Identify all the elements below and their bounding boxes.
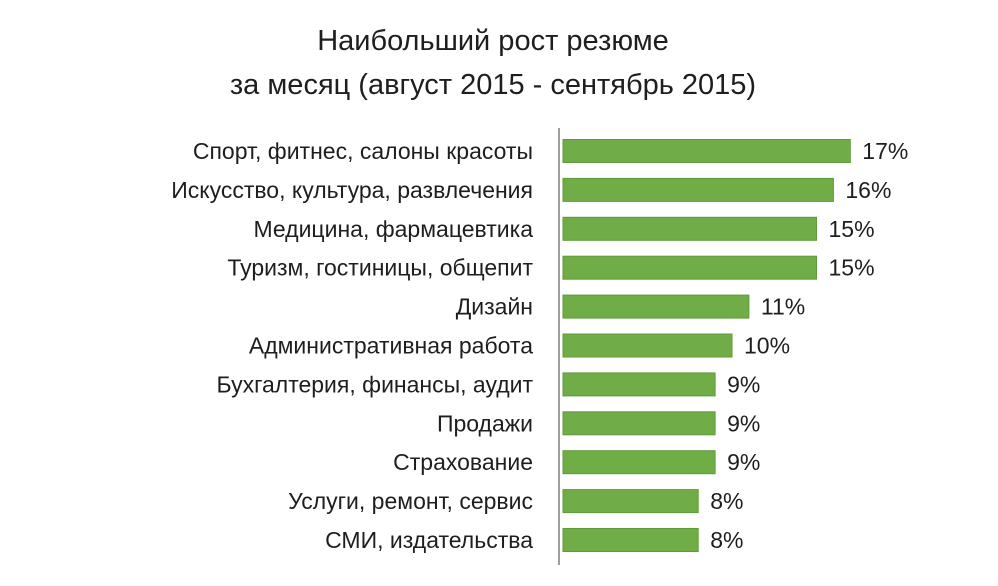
category-label: Туризм, гостиницы, общепит [227, 255, 533, 281]
value-label: 9% [727, 410, 760, 436]
category-label: Бухгалтерия, финансы, аудит [217, 371, 534, 397]
bar [562, 139, 851, 163]
value-label: 15% [829, 216, 875, 242]
category-label: Спорт, фитнес, салоны красоты [193, 138, 533, 164]
bar [562, 372, 716, 397]
bar [562, 177, 834, 202]
value-label: 16% [845, 177, 891, 203]
bar [562, 489, 699, 514]
bar [562, 528, 699, 552]
bar [562, 411, 716, 436]
value-label: 9% [727, 371, 760, 397]
chart-title-line-1: Наибольший рост резюме [317, 25, 669, 57]
bar [562, 450, 716, 475]
value-label: 11% [761, 294, 805, 320]
category-label: СМИ, издательства [325, 527, 533, 553]
bars-group: Спорт, фитнес, салоны красоты 17% Искусств… [171, 138, 908, 553]
value-label: 15% [829, 255, 875, 281]
value-label: 8% [710, 488, 743, 514]
category-label: Страхование [393, 449, 533, 475]
category-label: Дизайн [456, 294, 533, 320]
bar [562, 294, 750, 319]
value-label: 8% [710, 527, 743, 553]
category-label: Услуги, ремонт, сервис [288, 488, 533, 514]
category-label: Медицина, фармацевтика [253, 216, 533, 242]
category-label: Искусство, культура, развлечения [171, 177, 533, 203]
value-label: 10% [744, 333, 790, 359]
category-label: Административная работа [249, 333, 533, 359]
bar [562, 333, 733, 358]
bar [562, 255, 817, 280]
bar [562, 216, 817, 241]
value-label: 9% [727, 449, 760, 475]
category-label: Продажи [437, 410, 533, 436]
chart-title-line-2: за месяц (август 2015 - сентябрь 2015) [230, 69, 756, 101]
value-label: 17% [862, 138, 908, 164]
